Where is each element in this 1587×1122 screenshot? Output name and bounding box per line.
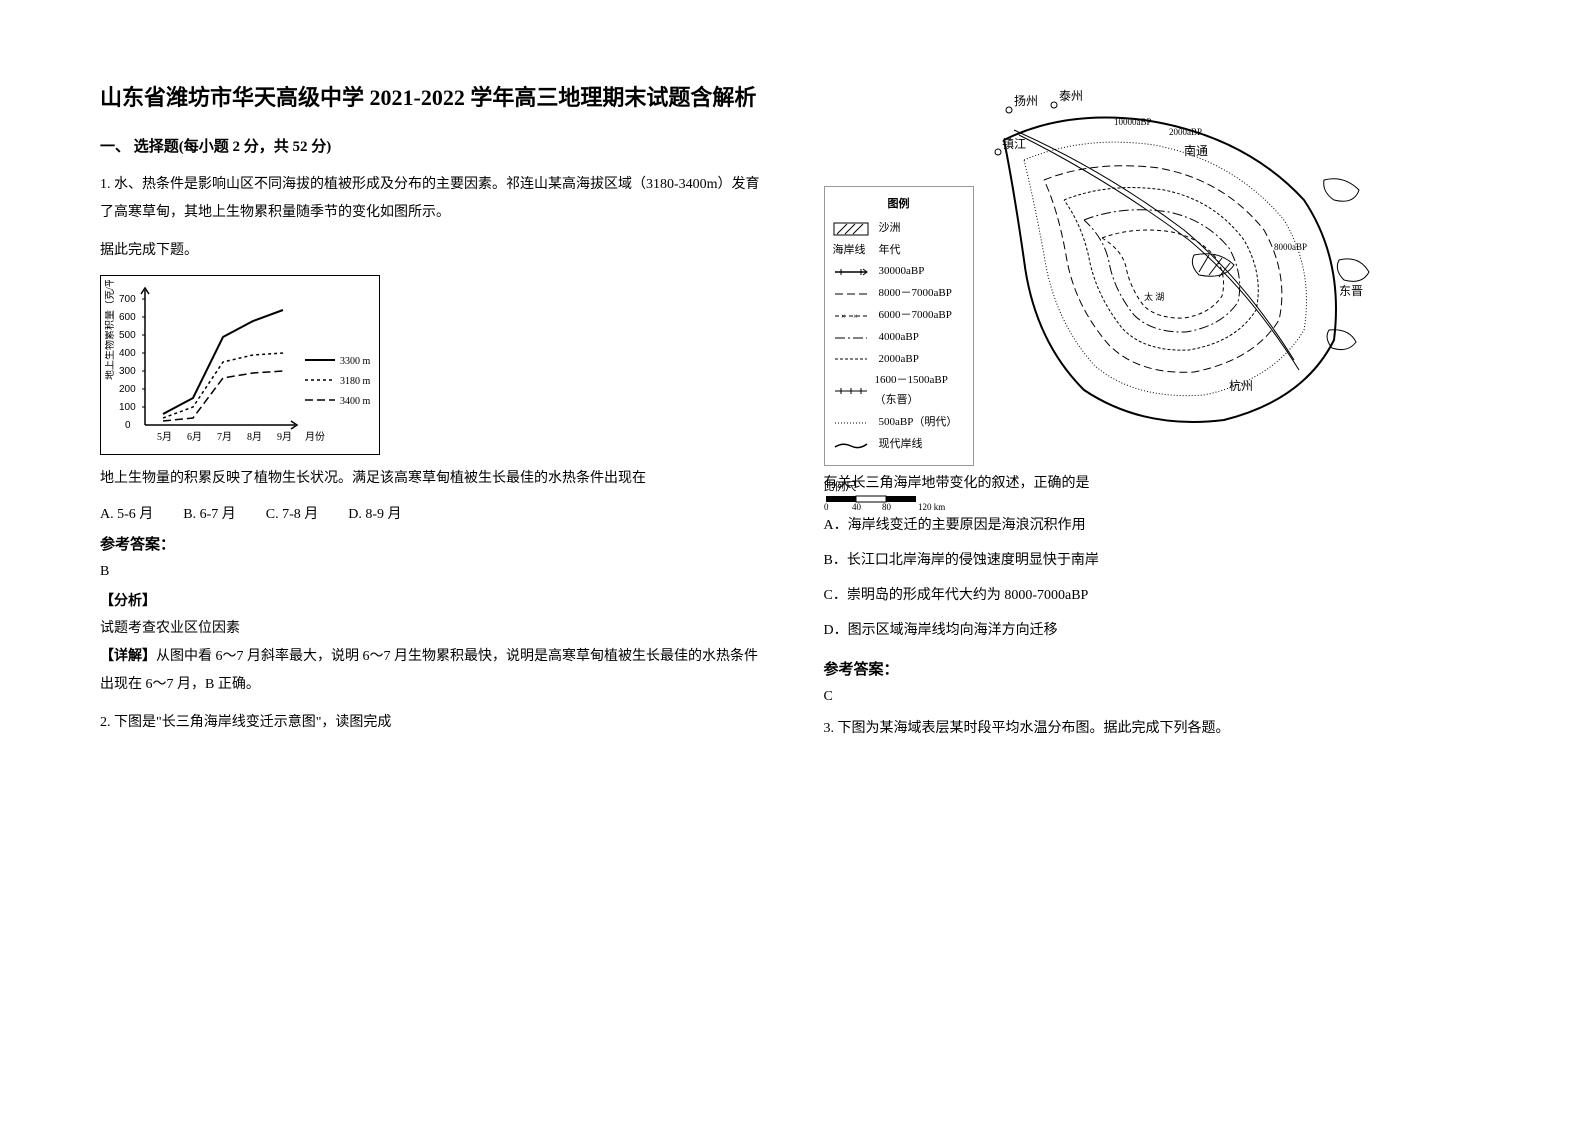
q2-opt-b: B．长江口北岸海岸的侵蚀速度明显快于南岸: [824, 543, 1488, 578]
legend-label-3: 8000－7000aBP: [879, 284, 952, 304]
legend-label-4: 6000－7000aBP: [879, 306, 952, 326]
city-yangzhou: 扬州: [1014, 93, 1038, 108]
legend-shazhou: 沙洲: [833, 219, 965, 239]
scale-40: 40: [852, 502, 862, 510]
scale-120: 120 km: [918, 502, 945, 510]
q1-opt-d: D. 8-9 月: [348, 503, 401, 523]
q2-opt-a: A．海岸线变迁的主要原因是海浪沉积作用: [824, 508, 1488, 543]
svg-text:×: ×: [841, 312, 846, 321]
biomass-chart-svg: 0 100 200 300 400 500 600 700: [105, 280, 375, 450]
q1-answer-label: 参考答案：: [100, 533, 764, 554]
city-zhenjiang: 镇江: [1002, 137, 1026, 151]
scale-label: 比例尺: [824, 478, 974, 494]
legend-title: 图例: [833, 195, 965, 215]
city-taizhou: 泰州: [1059, 89, 1083, 103]
ytick-500: 500: [119, 330, 136, 341]
legend-3180: 3180 m: [340, 376, 371, 387]
section-header: 一、 选择题(每小题 2 分，共 52 分): [100, 135, 764, 156]
coastline-map-svg: 扬州 泰州 镇江 杭州 东晋 南通 10000aBP 2000aBP: [984, 80, 1384, 440]
q1-opt-b: B. 6-7 月: [183, 503, 236, 523]
q1-analysis-text: 试题考查农业区位因素: [100, 615, 764, 643]
map-figure: 图例 沙洲 海岸线 年代 30000aBP: [824, 80, 1384, 440]
series-3400: [163, 371, 283, 421]
xtick-8: 8月: [247, 431, 262, 443]
ytick-200: 200: [119, 384, 136, 395]
legend-4000: 4000aBP: [833, 328, 965, 348]
map-label-tai: 太 湖: [1144, 291, 1164, 302]
ytick-400: 400: [119, 348, 136, 359]
ytick-300: 300: [119, 366, 136, 377]
q1-opt-a: A. 5-6 月: [100, 503, 153, 523]
q2-answer-label: 参考答案：: [824, 658, 1488, 679]
q1-answer: B: [100, 564, 764, 580]
ytick-600: 600: [119, 312, 136, 323]
xtick-5: 5月: [157, 431, 172, 443]
detail-label: 【详解】: [100, 649, 156, 664]
q1-opt-c: C. 7-8 月: [266, 503, 319, 523]
right-column: 图例 沙洲 海岸线 年代 30000aBP: [824, 80, 1488, 753]
legend-label-7: 1600－1500aBP（东晋）: [875, 371, 965, 411]
q2-opt-d: D．图示区域海岸线均向海洋方向迁移: [824, 613, 1488, 648]
legend-col-left: 海岸线: [833, 241, 873, 261]
legend-3300: 3300 m: [340, 356, 371, 367]
svg-text:×: ×: [853, 312, 858, 321]
legend-header-row: 海岸线 年代: [833, 241, 965, 261]
ylabel: 地上生物累积量（克/平方米）: [105, 280, 116, 380]
scale-bar: 比例尺 0 40 80 120 km: [824, 478, 974, 513]
city-hangzhou: 杭州: [1229, 378, 1253, 393]
series-3180: [163, 353, 283, 418]
q2-opt-c: C．崇明岛的形成年代大约为 8000-7000aBP: [824, 578, 1488, 613]
legend-6000: × × 6000－7000aBP: [833, 306, 965, 326]
ytick-0: 0: [125, 420, 131, 431]
q3-text: 3. 下图为某海域表层某时段平均水温分布图。据此完成下列各题。: [824, 715, 1488, 743]
q1-analysis-label: 【分析】: [100, 590, 764, 610]
left-column: 山东省潍坊市华天高级中学 2021-2022 学年高三地理期末试题含解析 一、 …: [100, 80, 764, 753]
q2-text: 2. 下图是"长三角海岸线变迁示意图"，读图完成: [100, 709, 764, 737]
exam-title: 山东省潍坊市华天高级中学 2021-2022 学年高三地理期末试题含解析: [100, 80, 764, 115]
legend-label-2: 30000aBP: [879, 262, 925, 282]
q1-prompt: 据此完成下题。: [100, 237, 764, 265]
legend-label-9: 现代岸线: [879, 435, 923, 455]
legend-label-6: 2000aBP: [879, 350, 919, 370]
legend-label-8: 500aBP（明代）: [879, 413, 958, 433]
q1-caption: 地上生物量的积累反映了植物生长状况。满足该高寒草甸植被生长最佳的水热条件出现在: [100, 465, 764, 493]
map-label-8000: 8000aBP: [1274, 242, 1307, 252]
ytick-100: 100: [119, 402, 136, 413]
xtick-9: 9月: [277, 431, 292, 443]
map-label-2000: 2000aBP: [1169, 127, 1202, 137]
q1-detail: 【详解】从图中看 6～7 月斜率最大，说明 6～7 月生物累积最快，说明是高寒草…: [100, 643, 764, 699]
legend-3400: 3400 m: [340, 396, 371, 407]
scale-0: 0: [824, 502, 829, 510]
legend-modern: 现代岸线: [833, 435, 965, 455]
legend-8000: 8000－7000aBP: [833, 284, 965, 304]
legend-2000: 2000aBP: [833, 350, 965, 370]
xlabel: 月份: [305, 431, 325, 443]
legend-label-0: 沙洲: [879, 219, 901, 239]
map-label-10000: 10000aBP: [1114, 117, 1152, 127]
legend-label-5: 4000aBP: [879, 328, 919, 348]
legend-col-right: 年代: [879, 241, 901, 261]
xtick-7: 7月: [217, 431, 232, 443]
map-legend: 图例 沙洲 海岸线 年代 30000aBP: [824, 186, 974, 466]
q2-answer: C: [824, 689, 1488, 705]
q1-options: A. 5-6 月 B. 6-7 月 C. 7-8 月 D. 8-9 月: [100, 503, 764, 523]
legend-1600: 1600－1500aBP（东晋）: [833, 371, 965, 411]
label-east: 东晋: [1339, 284, 1363, 298]
page-columns: 山东省潍坊市华天高级中学 2021-2022 学年高三地理期末试题含解析 一、 …: [100, 80, 1487, 753]
ytick-700: 700: [119, 294, 136, 305]
q1-chart: 0 100 200 300 400 500 600 700: [100, 275, 380, 455]
xtick-6: 6月: [187, 431, 202, 443]
city-nantong: 南通: [1184, 143, 1208, 158]
legend-30000: 30000aBP: [833, 262, 965, 282]
legend-500: 500aBP（明代）: [833, 413, 965, 433]
scale-80: 80: [882, 502, 892, 510]
detail-text: 从图中看 6～7 月斜率最大，说明 6～7 月生物累积最快，说明是高寒草甸植被生…: [100, 649, 758, 692]
q1-text: 1. 水、热条件是影响山区不同海拔的植被形成及分布的主要因素。祁连山某高海拔区域…: [100, 171, 764, 227]
